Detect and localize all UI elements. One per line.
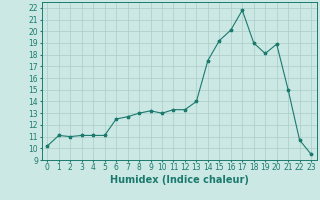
X-axis label: Humidex (Indice chaleur): Humidex (Indice chaleur) (110, 175, 249, 185)
